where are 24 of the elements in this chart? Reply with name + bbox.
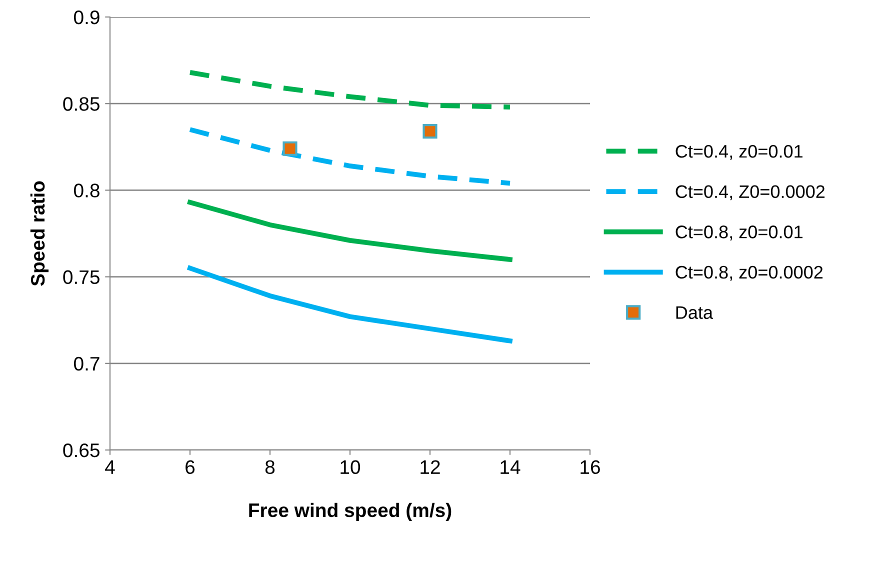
x-tick-label: 4 [105, 460, 115, 474]
legend-label: Ct=0.8, z0=0.0002 [676, 266, 823, 281]
x-tick-label: 6 [186, 460, 195, 474]
x-tick-label: 8 [265, 460, 275, 474]
x-tick-label: 10 [340, 460, 360, 474]
y-tick-label: 0.9 [74, 10, 100, 24]
x-axis-title: Free wind speed (m/s) [249, 502, 452, 521]
x-tick-label: 16 [580, 460, 600, 474]
legend-label: Data [676, 306, 713, 319]
y-tick-label: 0.85 [63, 97, 100, 111]
line-series [188, 127, 512, 186]
y-tick-label: 0.75 [63, 270, 100, 284]
legend-label: Ct=0.4, Z0=0.0002 [676, 185, 825, 200]
y-tick-label: 0.7 [74, 356, 100, 371]
legend-label: Ct=0.4, z0=0.01 [676, 144, 802, 160]
y-axis-title: Speed ratio [30, 181, 49, 286]
line-series [188, 266, 512, 344]
line-series [188, 70, 512, 110]
line-series [188, 200, 512, 262]
legend-label: Ct=0.8, z0=0.01 [676, 226, 802, 240]
x-tick-label: 12 [420, 460, 440, 474]
y-tick-label: 0.8 [74, 184, 100, 198]
y-tick-label: 0.65 [63, 443, 100, 458]
x-tick-label: 14 [500, 460, 520, 474]
